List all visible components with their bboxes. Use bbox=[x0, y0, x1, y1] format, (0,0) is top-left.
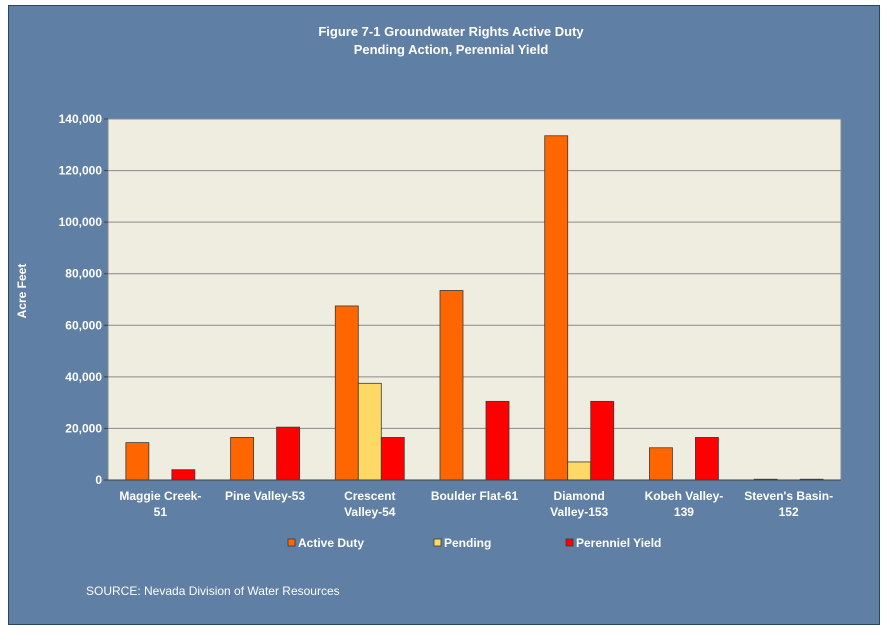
x-tick-label: Valley-153 bbox=[550, 505, 608, 519]
x-tick-label: Kobeh Valley- bbox=[645, 489, 724, 503]
plot-area bbox=[107, 118, 842, 481]
x-tick-label: Crescent bbox=[344, 489, 395, 503]
chart-frame: Figure 7-1 Groundwater Rights Active Dut… bbox=[8, 5, 880, 625]
y-tick-label: 120,000 bbox=[59, 164, 103, 178]
x-tick-label: 51 bbox=[154, 505, 168, 519]
x-axis-labels: Maggie Creek- 51 Pine Valley-53 Crescent Val… bbox=[119, 489, 833, 519]
bar-active-duty bbox=[230, 437, 254, 481]
legend-swatch bbox=[565, 538, 574, 547]
y-axis-label: Acre Feet bbox=[15, 264, 29, 319]
y-tick-label: 40,000 bbox=[65, 370, 102, 384]
legend-swatch bbox=[433, 538, 442, 547]
legend-label: Perenniel Yield bbox=[576, 536, 661, 550]
bar-perenniel-yield bbox=[171, 469, 196, 481]
x-tick-label: Diamond bbox=[554, 489, 605, 503]
legend-label: Pending bbox=[444, 536, 491, 550]
y-tick-label: 60,000 bbox=[65, 318, 102, 332]
x-tick-label: 139 bbox=[674, 505, 694, 519]
bar-pending bbox=[357, 382, 382, 481]
legend-swatch bbox=[287, 538, 296, 547]
y-tick-label: 20,000 bbox=[65, 421, 102, 435]
y-tick-label: 80,000 bbox=[65, 267, 102, 281]
chart-title-line2: Pending Action, Perennial Yield bbox=[354, 42, 549, 57]
x-tick-label: Boulder Flat-61 bbox=[431, 489, 519, 503]
legend-label: Active Duty bbox=[298, 536, 364, 550]
chart-title-line1: Figure 7-1 Groundwater Rights Active Dut… bbox=[318, 24, 584, 39]
bar-active-duty bbox=[439, 290, 464, 481]
bar-perenniel-yield bbox=[485, 400, 510, 481]
bar-perenniel-yield bbox=[380, 437, 405, 481]
bar-active-duty bbox=[334, 305, 359, 481]
chart: Figure 7-1 Groundwater Rights Active Dut… bbox=[15, 24, 842, 598]
bar-active-duty bbox=[125, 442, 150, 481]
bar-perenniel-yield bbox=[695, 437, 719, 481]
source-note: SOURCE: Nevada Division of Water Resourc… bbox=[86, 584, 340, 598]
bar-pending bbox=[567, 461, 592, 481]
x-tick-label: Maggie Creek- bbox=[119, 489, 201, 503]
y-tick-label: 140,000 bbox=[59, 112, 103, 126]
bar-perenniel-yield bbox=[590, 400, 615, 481]
bar-active-duty bbox=[649, 447, 673, 481]
x-tick-label: Steven's Basin- bbox=[744, 489, 833, 503]
bar-perenniel-yield bbox=[276, 426, 300, 481]
x-tick-label: Valley-54 bbox=[344, 505, 396, 519]
gridlines bbox=[108, 170, 841, 429]
y-axis-ticks: 0 20,000 40,000 60,000 80,000 100,000 120,000 1… bbox=[59, 112, 108, 487]
x-tick-label: Pine Valley-53 bbox=[225, 489, 305, 503]
y-tick-label: 0 bbox=[95, 473, 102, 487]
legend: Active Duty Pending Perenniel Yield bbox=[287, 536, 661, 550]
y-tick-label: 100,000 bbox=[59, 215, 103, 229]
x-tick-label: 152 bbox=[779, 505, 799, 519]
bar-active-duty bbox=[544, 135, 569, 481]
